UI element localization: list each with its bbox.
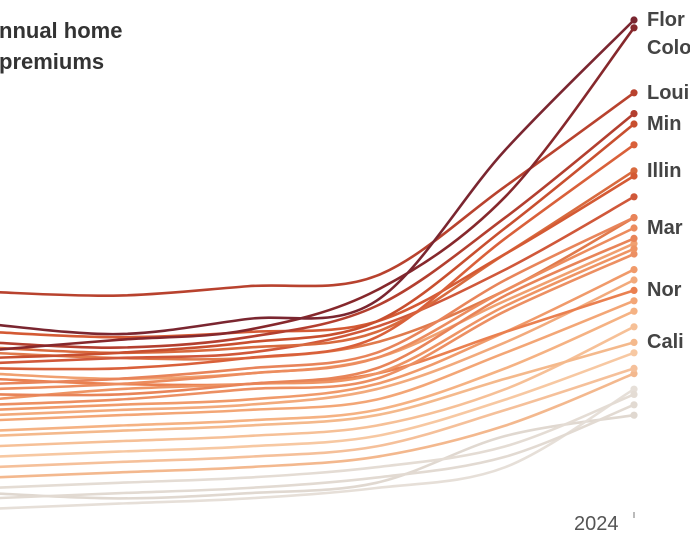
series-label: Nor: [647, 279, 682, 302]
series-line-0: [0, 19, 635, 336]
series-end-point-23: [630, 390, 638, 398]
series-line-16: [0, 299, 635, 422]
series-end-point-17: [630, 307, 638, 315]
series-end-point-19: [630, 323, 638, 331]
series-label: Colo: [647, 37, 690, 59]
x-tick-label-2024: 2024: [574, 513, 619, 535]
series-line-12: [0, 247, 635, 401]
series-end-point-27: [630, 240, 638, 248]
series-end-point-6: [630, 172, 638, 180]
series-line-4: [0, 122, 635, 359]
series-line-13: [0, 252, 635, 406]
series-line-17: [0, 310, 635, 432]
series-label: Cali: [647, 331, 684, 354]
series-end-point-24: [630, 401, 638, 409]
series-end-point-13: [630, 250, 638, 258]
series-line-29: [0, 278, 635, 417]
series-end-point-11: [630, 234, 638, 242]
series-line-3: [0, 112, 635, 349]
series-end-point-22: [630, 370, 638, 378]
series-end-point-29: [630, 276, 638, 284]
series-end-point-7: [630, 167, 638, 175]
series-end-point-8: [630, 193, 638, 201]
series-end-point-5: [630, 141, 638, 149]
series-line-9: [0, 216, 635, 385]
series-line-19: [0, 325, 635, 448]
series-label: Mar: [647, 217, 683, 239]
series-end-point-0: [630, 16, 638, 24]
series-end-point-20: [630, 349, 638, 357]
series-end-point-25: [630, 385, 638, 393]
series-line-2: [0, 91, 635, 298]
chart-title-line-2: premiums: [0, 49, 105, 74]
series-line-26: [0, 413, 635, 500]
series-line-23: [0, 393, 635, 489]
series-end-point-9: [630, 214, 638, 222]
series-line-6: [0, 174, 635, 339]
series-line-10: [0, 226, 635, 391]
series-line-11: [0, 237, 635, 397]
series-line-1: [0, 27, 636, 351]
series-line-20: [0, 351, 635, 458]
series-end-point-1: [630, 24, 638, 32]
series-end-point-15: [630, 266, 638, 274]
series-line-5: [0, 143, 635, 371]
series-line-21: [0, 367, 635, 469]
series-end-point-14: [630, 286, 638, 294]
chart-title-line-1: nnual home: [0, 18, 123, 43]
series-end-point-12: [630, 245, 638, 253]
series-end-point-3: [630, 110, 638, 118]
series-line-8: [0, 195, 635, 365]
series-end-point-16: [630, 297, 638, 305]
series-line-18: [0, 341, 635, 437]
series-label: Loui: [647, 81, 690, 104]
series-label: Min: [647, 113, 682, 135]
series-end-point-26: [630, 411, 638, 419]
series-label: Illin: [647, 159, 682, 182]
series-line-25: [0, 388, 635, 510]
series-end-point-18: [630, 338, 638, 346]
series-end-point-2: [630, 89, 638, 97]
series-end-point-21: [630, 364, 638, 372]
series-line-22: [0, 372, 635, 479]
series-end-point-10: [630, 224, 638, 232]
series-line-24: [0, 403, 635, 500]
series-end-point-4: [630, 120, 638, 128]
series-label: Flor: [647, 9, 685, 31]
series-line-15: [0, 268, 635, 411]
